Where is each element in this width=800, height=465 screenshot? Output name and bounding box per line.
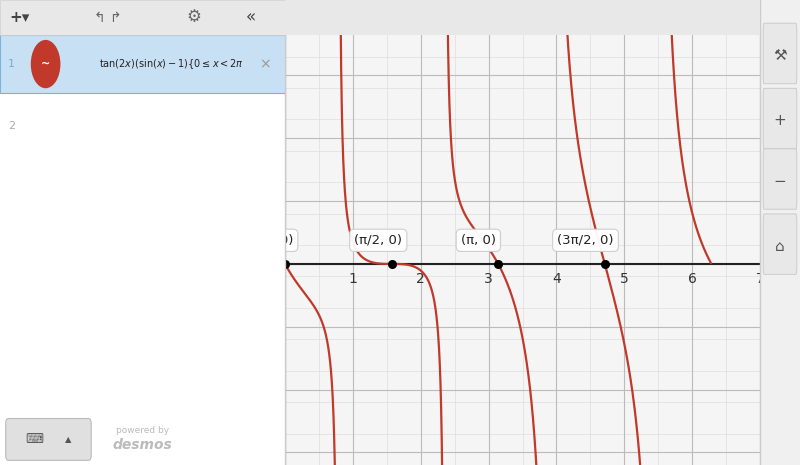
Text: 1: 1 xyxy=(8,59,15,69)
Bar xyxy=(0,35,285,93)
Text: desmos: desmos xyxy=(113,438,172,452)
Text: (π, 0): (π, 0) xyxy=(461,234,496,247)
Text: -3: -3 xyxy=(263,445,277,459)
Text: 5: 5 xyxy=(620,272,629,286)
Text: $\tan(2x)(\sin(x)-1)\{0\leq x<2\pi$: $\tan(2x)(\sin(x)-1)\{0\leq x<2\pi$ xyxy=(98,57,243,71)
Text: 3: 3 xyxy=(268,68,277,82)
Text: 3: 3 xyxy=(484,272,493,286)
Text: 1: 1 xyxy=(268,194,277,208)
Text: ⚒: ⚒ xyxy=(773,48,787,63)
Text: +: + xyxy=(774,113,786,128)
Text: 4: 4 xyxy=(552,272,561,286)
Text: ~: ~ xyxy=(41,59,50,69)
FancyBboxPatch shape xyxy=(763,149,797,209)
Text: (0, 0): (0, 0) xyxy=(258,234,294,247)
FancyBboxPatch shape xyxy=(6,418,91,460)
Text: -2: -2 xyxy=(263,383,277,397)
Text: ⌨: ⌨ xyxy=(25,433,43,446)
Text: −: − xyxy=(774,174,786,189)
Text: ⚙: ⚙ xyxy=(186,8,202,27)
Text: 0: 0 xyxy=(268,272,277,286)
FancyBboxPatch shape xyxy=(763,88,797,149)
Text: «: « xyxy=(246,8,256,27)
Bar xyxy=(0,0,285,35)
Text: (π/2, 0): (π/2, 0) xyxy=(354,234,402,247)
Text: 2: 2 xyxy=(416,272,425,286)
Text: 2: 2 xyxy=(268,131,277,145)
Text: 7: 7 xyxy=(756,272,764,286)
FancyBboxPatch shape xyxy=(763,23,797,84)
Text: ▲: ▲ xyxy=(65,435,72,444)
Text: ×: × xyxy=(259,57,271,71)
Text: 1: 1 xyxy=(349,272,358,286)
Text: -1: -1 xyxy=(263,320,277,334)
Text: ↰ ↱: ↰ ↱ xyxy=(94,11,122,25)
Text: 2: 2 xyxy=(8,121,15,131)
Circle shape xyxy=(30,40,61,88)
Text: 4: 4 xyxy=(268,6,277,20)
FancyBboxPatch shape xyxy=(763,214,797,274)
Text: (3π/2, 0): (3π/2, 0) xyxy=(558,234,614,247)
Text: +▾: +▾ xyxy=(10,10,30,25)
Text: powered by: powered by xyxy=(116,425,169,435)
Text: ⌂: ⌂ xyxy=(775,239,785,254)
Text: 6: 6 xyxy=(688,272,697,286)
